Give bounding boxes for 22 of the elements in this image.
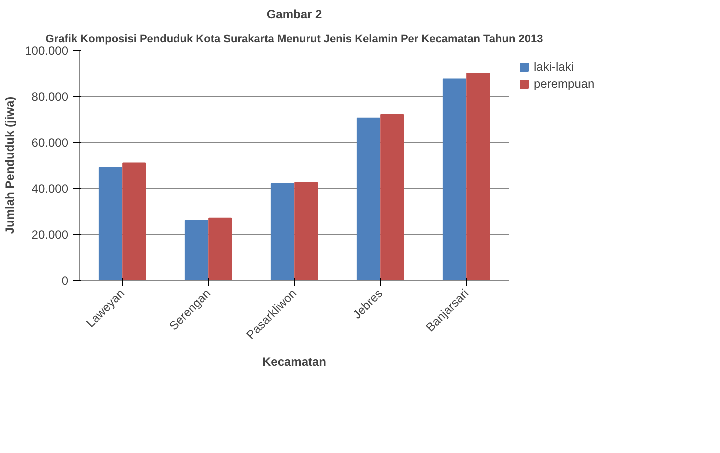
bar: [98, 167, 122, 280]
y-tick-label: 60.000: [32, 136, 69, 150]
chart-subtitle: Grafik Komposisi Penduduk Kota Surakarta Menurut Jenis Kelamin Per Kecamatan Tahun 2013: [46, 34, 544, 46]
bar: [270, 183, 294, 280]
bar: [122, 162, 146, 280]
bar: [208, 218, 232, 280]
bar: [380, 114, 404, 280]
bar: [466, 73, 490, 280]
legend-label: perempuan: [534, 77, 595, 91]
bar: [184, 220, 208, 280]
y-tick-label: 20.000: [32, 228, 69, 242]
bar: [294, 182, 318, 280]
x-axis-title: Kecamatan: [262, 355, 327, 370]
y-tick-label: 0: [62, 274, 69, 288]
y-axis-title: Jumlah Penduduk (jiwa): [3, 96, 18, 234]
y-tick-label: 80.000: [32, 90, 69, 104]
bar: [356, 118, 380, 280]
y-tick-label: 100.000: [25, 44, 69, 58]
legend-label: laki-laki: [534, 60, 574, 74]
chart-title: Gambar 2: [266, 8, 323, 22]
y-tick-label: 40.000: [32, 182, 69, 196]
bar: [442, 78, 466, 280]
